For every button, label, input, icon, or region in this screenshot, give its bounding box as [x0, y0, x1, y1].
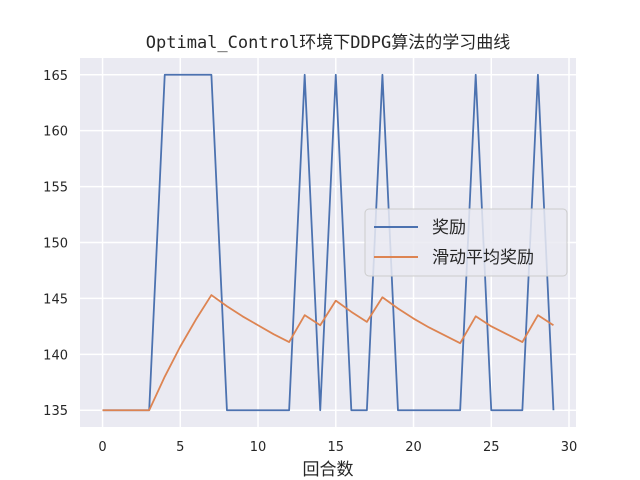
x-axis-ticks: 0 5 10 15 20 25 30 — [98, 440, 577, 455]
chart-title: Optimal_Control环境下DDPG算法的学习曲线 — [146, 33, 510, 53]
legend-label-reward: 奖励 — [432, 218, 466, 238]
y-tick-label: 155 — [43, 181, 68, 196]
y-tick-label: 160 — [43, 125, 68, 140]
x-tick-label: 20 — [405, 440, 422, 455]
y-tick-label: 140 — [43, 348, 68, 363]
y-tick-label: 145 — [43, 292, 68, 307]
y-axis-ticks: 135 140 145 150 155 160 165 — [43, 69, 68, 419]
y-tick-label: 135 — [43, 404, 68, 419]
x-tick-label: 15 — [328, 440, 345, 455]
x-tick-label: 25 — [483, 440, 500, 455]
y-tick-label: 165 — [43, 69, 68, 84]
legend-label-moving-average: 滑动平均奖励 — [432, 248, 534, 268]
x-tick-label: 30 — [561, 440, 578, 455]
legend: 奖励 滑动平均奖励 — [365, 209, 567, 276]
x-tick-label: 5 — [176, 440, 184, 455]
x-axis-label: 回合数 — [303, 460, 354, 480]
x-tick-label: 10 — [250, 440, 267, 455]
y-tick-label: 150 — [43, 237, 68, 252]
x-tick-label: 0 — [98, 440, 106, 455]
